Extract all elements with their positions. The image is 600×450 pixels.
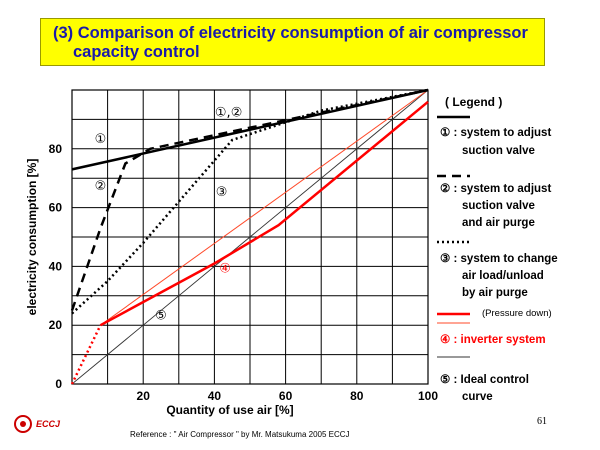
curve-marker-label: ① xyxy=(95,132,107,147)
title-box: (3) Comparison of electricity consumptio… xyxy=(40,18,545,66)
y-tick-label: 40 xyxy=(49,259,63,273)
title-line-2: capacity control xyxy=(73,43,200,61)
legend-text: suction valve xyxy=(462,200,535,212)
series-line-s5 xyxy=(71,89,429,385)
eccj-logo: ECCJ xyxy=(10,413,70,435)
x-tick-label: 40 xyxy=(208,389,222,403)
curve-marker-label: ③ xyxy=(216,185,228,200)
legend-text: and air purge xyxy=(462,217,535,229)
legend-text: suction valve xyxy=(462,145,535,157)
legend-text: ③ : system to change xyxy=(440,252,558,265)
logo-text: ECCJ xyxy=(36,419,61,429)
series-line-s2 xyxy=(70,88,429,311)
x-axis-label: Quantity of use air [%] xyxy=(166,403,293,417)
y-tick-label: 80 xyxy=(49,142,63,156)
reference-note: Reference : " Air Compressor " by Mr. Ma… xyxy=(130,430,350,439)
y-tick-label: 20 xyxy=(49,318,63,332)
x-tick-label: 20 xyxy=(137,389,151,403)
legend-text: (Pressure down) xyxy=(482,308,552,319)
curve-marker-label: ② xyxy=(95,179,107,194)
title-line-1: (3) Comparison of electricity consumptio… xyxy=(53,24,528,42)
y-tick-label: 60 xyxy=(49,201,63,215)
legend-text: curve xyxy=(462,391,493,403)
legend-text: ① : system to adjust xyxy=(440,126,551,139)
legend-title: ( Legend ) xyxy=(445,95,502,109)
y-tick-label: 0 xyxy=(55,377,62,391)
series-line-s4_pd xyxy=(100,89,429,326)
x-tick-label: 100 xyxy=(418,389,438,403)
legend-text: ⑤ : Ideal control xyxy=(440,373,529,386)
logo-icon xyxy=(14,415,32,433)
legend-text: ④ : inverter system xyxy=(440,333,546,346)
legend-text: by air purge xyxy=(462,287,528,299)
legend-text: ② : system to adjust xyxy=(440,182,551,195)
x-tick-label: 60 xyxy=(279,389,293,403)
page-number: 61 xyxy=(537,416,547,427)
y-axis-label: electricity consumption [%] xyxy=(25,159,39,316)
legend-text: air load/unload xyxy=(462,270,544,282)
series-line-s4 xyxy=(99,100,429,327)
curve-marker-label: ④ xyxy=(219,261,231,276)
curve-marker-label: ⑤ xyxy=(155,308,167,323)
x-tick-label: 80 xyxy=(350,389,364,403)
curve-marker-label: ①,② xyxy=(215,105,242,120)
series-line-s4_start xyxy=(70,324,102,385)
series-line-s3 xyxy=(71,88,429,315)
